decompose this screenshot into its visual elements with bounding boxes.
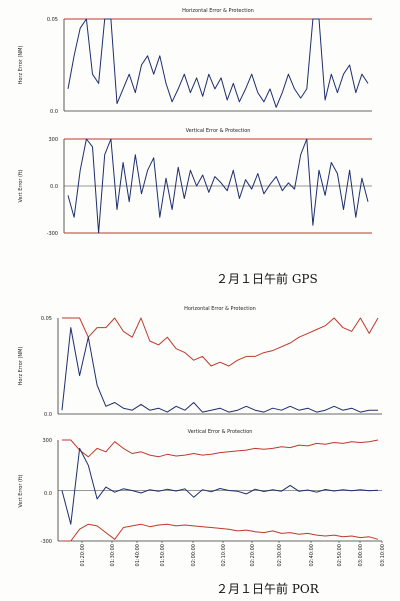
y-tick-label: -300 bbox=[47, 231, 58, 237]
x-tick-label: 01:50:00 bbox=[160, 544, 166, 566]
y-axis-label: Vert Error (ft) bbox=[18, 474, 24, 507]
x-tick-label: 01:40:00 bbox=[135, 544, 141, 566]
y-tick-label: 0.0 bbox=[44, 412, 52, 418]
y-tick-label: 0.05 bbox=[41, 316, 52, 322]
panel-title: Vertical Error & Protection bbox=[186, 128, 251, 134]
x-tick-label: 02:50:00 bbox=[337, 544, 343, 566]
y-tick-label: 0.05 bbox=[47, 17, 58, 23]
y-tick-label: 0.0 bbox=[50, 109, 58, 115]
series-line bbox=[61, 327, 378, 413]
series-line bbox=[61, 447, 379, 525]
x-tick-label: 02:30:00 bbox=[277, 544, 283, 566]
series-line bbox=[62, 523, 379, 542]
y-tick-label: 0.0 bbox=[44, 491, 52, 497]
y-tick-label: 300 bbox=[48, 137, 58, 143]
caption-por: ２月１日午前 POR bbox=[216, 582, 319, 596]
panel-title: Horizontal Error & Protection bbox=[182, 8, 254, 14]
y-tick-label: -300 bbox=[41, 539, 52, 545]
series-line bbox=[62, 439, 379, 458]
x-tick-label: 02:20:00 bbox=[250, 544, 256, 566]
x-tick-label: 03:00:00 bbox=[358, 544, 364, 566]
x-tick-label: 02:10:00 bbox=[221, 544, 227, 566]
series-line bbox=[67, 18, 369, 108]
x-tick-label: 01:30:00 bbox=[110, 544, 116, 566]
x-tick-label: 02:00:00 bbox=[191, 544, 197, 566]
y-tick-label: 0.0 bbox=[50, 184, 58, 190]
x-tick-label: 03:10:00 bbox=[380, 544, 386, 566]
x-tick-label: 01:20:00 bbox=[80, 544, 86, 566]
y-axis-label: Vert Error (ft) bbox=[18, 169, 24, 202]
y-axis-label: Horz Error (NM) bbox=[18, 347, 24, 386]
y-axis-label: Horz Error (NM) bbox=[18, 46, 24, 85]
panel-title: Vertical Error & Protection bbox=[188, 429, 253, 435]
y-tick-label: 300 bbox=[42, 438, 52, 444]
series-line bbox=[67, 138, 369, 234]
series-line bbox=[62, 317, 379, 367]
panel-title: Horizontal Error & Protection bbox=[184, 306, 256, 312]
caption-gps: ２月１日午前 GPS bbox=[216, 272, 318, 286]
x-tick-label: 02:40:00 bbox=[309, 544, 315, 566]
